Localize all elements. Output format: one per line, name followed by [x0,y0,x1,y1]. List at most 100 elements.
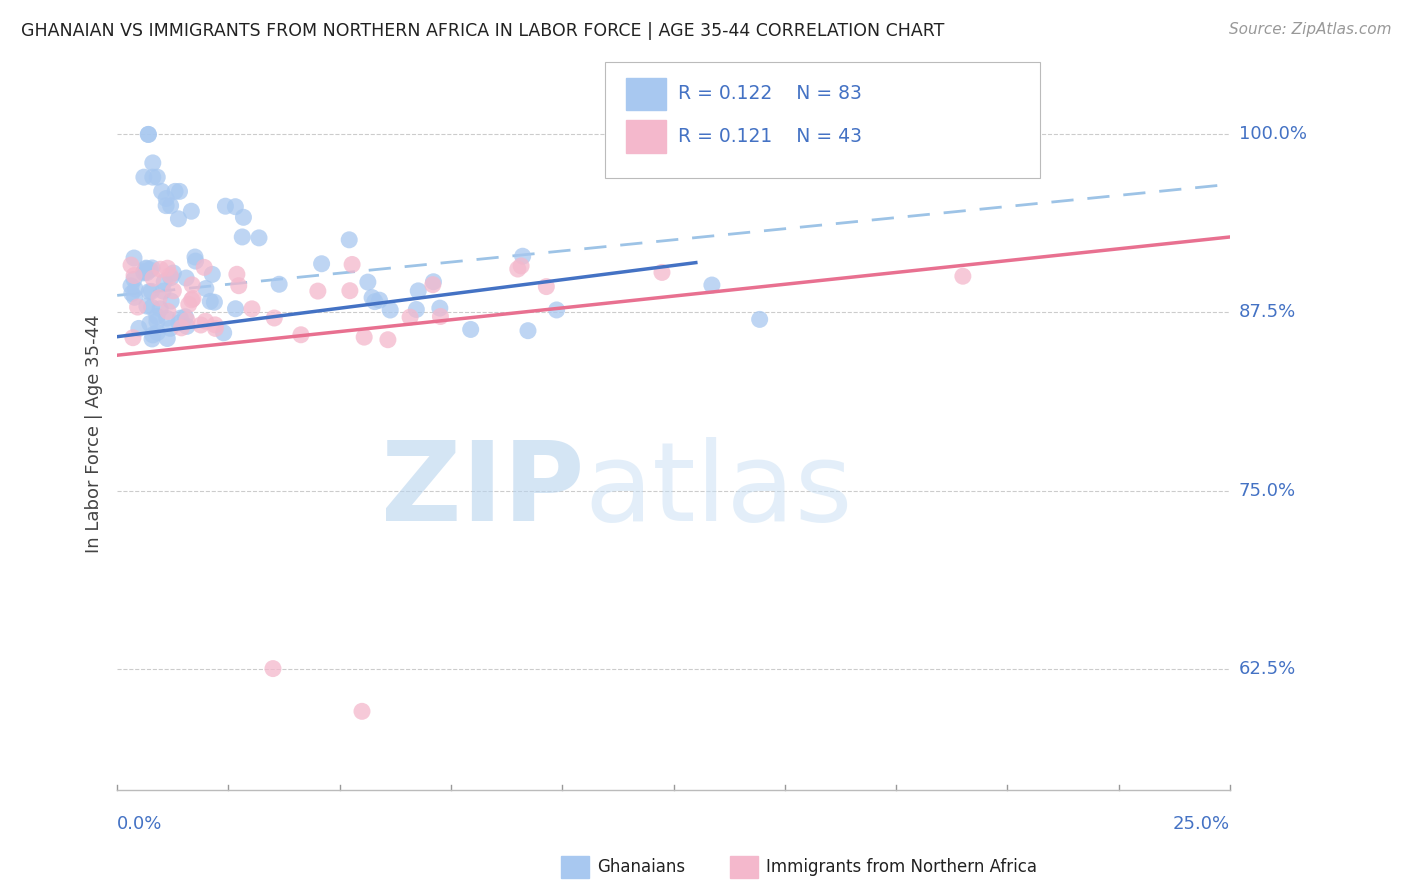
Point [122,268,145,283]
Point [181,292,204,306]
Point [124,290,146,304]
Point [180,293,202,307]
Point [142,170,165,185]
Text: 0.0%: 0.0% [117,815,163,833]
Point [153,275,176,289]
Point [155,192,177,206]
Point [377,333,399,347]
Point [162,266,184,280]
Point [204,318,226,332]
Point [135,261,157,276]
Point [651,265,673,279]
Point [141,260,163,275]
Point [748,312,770,326]
Point [121,286,143,301]
Point [156,311,179,326]
Text: 62.5%: 62.5% [1239,659,1296,678]
Point [200,294,222,309]
Point [169,185,191,199]
Point [156,261,179,276]
Point [190,318,212,332]
Text: 87.5%: 87.5% [1239,303,1296,321]
Point [225,301,247,316]
Point [142,327,165,342]
Point [132,264,155,278]
Point [546,302,568,317]
Point [177,297,200,311]
Point [135,266,157,280]
Point [429,301,451,315]
Point [165,185,187,199]
Point [262,662,284,676]
Y-axis label: In Labor Force | Age 35-44: In Labor Force | Age 35-44 [86,314,103,553]
Point [512,249,534,263]
Point [214,199,236,213]
Point [142,156,165,170]
Point [146,170,169,185]
Point [138,128,160,142]
Point [152,284,174,298]
Point [132,266,155,280]
Point [169,311,191,326]
Point [146,310,169,324]
Point [406,284,429,298]
Point [142,271,165,285]
Point [536,279,558,293]
Point [135,299,157,313]
Point [160,294,183,309]
Point [167,316,190,330]
Point [122,251,145,265]
Point [180,204,202,219]
Text: atlas: atlas [585,437,853,544]
Text: 25.0%: 25.0% [1173,815,1230,833]
Point [120,278,142,293]
Text: 100.0%: 100.0% [1239,126,1306,144]
Point [150,185,173,199]
Point [159,199,181,213]
Point [952,269,974,284]
Point [132,170,155,185]
Point [405,302,427,317]
Text: R = 0.121    N = 43: R = 0.121 N = 43 [678,127,862,146]
Text: ZIP: ZIP [381,437,585,544]
Point [162,284,184,298]
Point [170,321,193,335]
Point [240,301,263,316]
Point [350,704,373,718]
Point [204,321,226,335]
Text: 75.0%: 75.0% [1239,482,1296,500]
Point [122,272,145,286]
Point [399,310,422,325]
Point [176,319,198,334]
Text: Immigrants from Northern Africa: Immigrants from Northern Africa [766,858,1038,876]
Point [339,284,361,298]
Point [156,304,179,318]
Point [141,332,163,346]
Point [364,294,387,309]
Point [193,260,215,275]
Point [174,310,197,324]
Point [225,267,247,281]
Point [201,268,224,282]
Point [353,330,375,344]
Point [124,282,146,296]
Point [311,257,333,271]
Point [224,200,246,214]
Point [263,311,285,326]
Point [122,331,145,345]
Point [290,327,312,342]
Point [181,277,204,292]
Point [194,314,217,328]
Point [422,275,444,289]
Point [212,326,235,340]
Point [194,281,217,295]
Point [422,277,444,292]
Point [269,277,291,292]
Point [160,270,183,285]
Point [429,310,451,324]
Point [155,199,177,213]
Point [148,291,170,305]
Point [167,211,190,226]
Point [141,300,163,314]
Point [120,258,142,272]
